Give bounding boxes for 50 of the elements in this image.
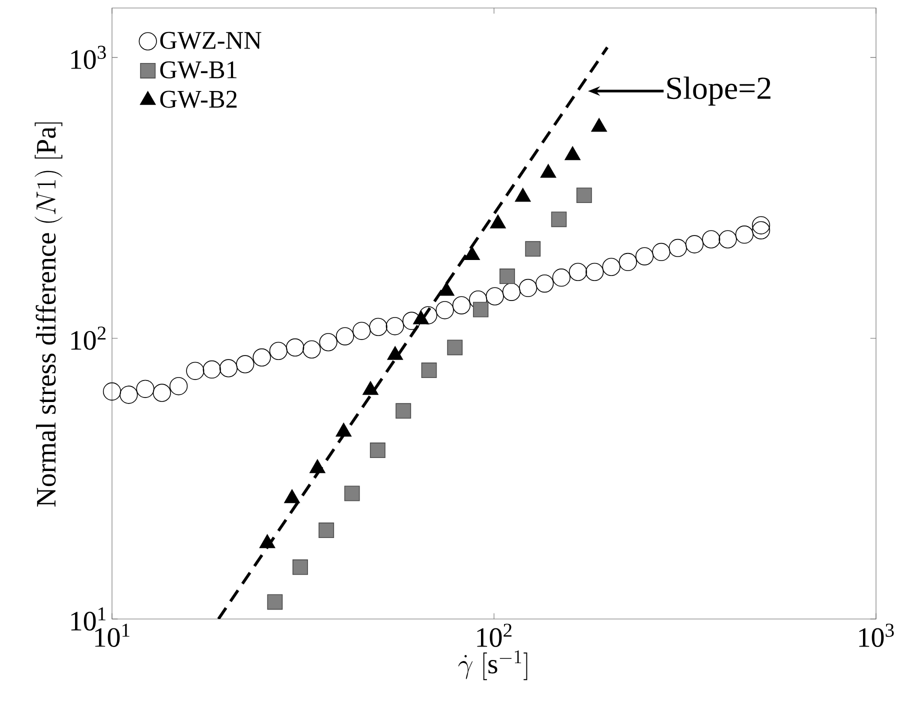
point: [519, 278, 538, 298]
point: [352, 322, 371, 340]
point: [536, 274, 554, 293]
point: [752, 216, 770, 234]
point: [702, 230, 720, 248]
point: [186, 362, 204, 380]
point: [568, 262, 588, 282]
y-tick-label: 10$^{2}$: [71, 326, 106, 350]
point: [236, 355, 254, 374]
point: [552, 268, 570, 287]
point: [668, 238, 687, 258]
point: [618, 252, 638, 272]
y-axis-title: $\mathrm{Normal\ stress\ difference}\ (N1)\ [\mathrm{Pa}]$: [34, 122, 62, 507]
point: [286, 338, 304, 357]
point: [586, 262, 604, 282]
point: [136, 380, 154, 398]
point: [202, 360, 221, 379]
point: [269, 342, 288, 360]
point: [685, 235, 704, 254]
point: [652, 242, 670, 262]
point: [336, 327, 354, 346]
x-axis-title: $\dot{\gamma}\ [\mathrm{s}^{-1}]$: [458, 650, 528, 680]
point: [452, 296, 471, 314]
point: [369, 318, 388, 336]
legend-label: GW-B2: [160, 90, 237, 108]
legend-label: GW-B1: [160, 61, 236, 79]
point: [469, 290, 488, 309]
point: [386, 317, 404, 336]
point: [252, 348, 271, 367]
point: [602, 258, 620, 276]
point: [170, 377, 188, 396]
point: [120, 386, 138, 404]
y-tick-label: 10$^{3}$: [71, 46, 106, 70]
point: [219, 359, 238, 378]
point: [635, 247, 654, 266]
legend-label: GWZ-NN: [160, 32, 262, 50]
x-tick-label: 10$^{2}$: [477, 624, 512, 647]
point: [319, 333, 338, 352]
x-tick-label: 10$^{3}$: [859, 624, 894, 647]
point: [302, 340, 321, 359]
point: [735, 226, 754, 244]
point: [502, 282, 521, 301]
point: [718, 230, 737, 248]
point: [152, 384, 171, 402]
annotation: Slope=2: [667, 76, 770, 106]
point: [419, 306, 438, 324]
point: [102, 382, 122, 401]
point: [402, 312, 421, 330]
point: [486, 287, 504, 306]
point: [436, 301, 454, 320]
